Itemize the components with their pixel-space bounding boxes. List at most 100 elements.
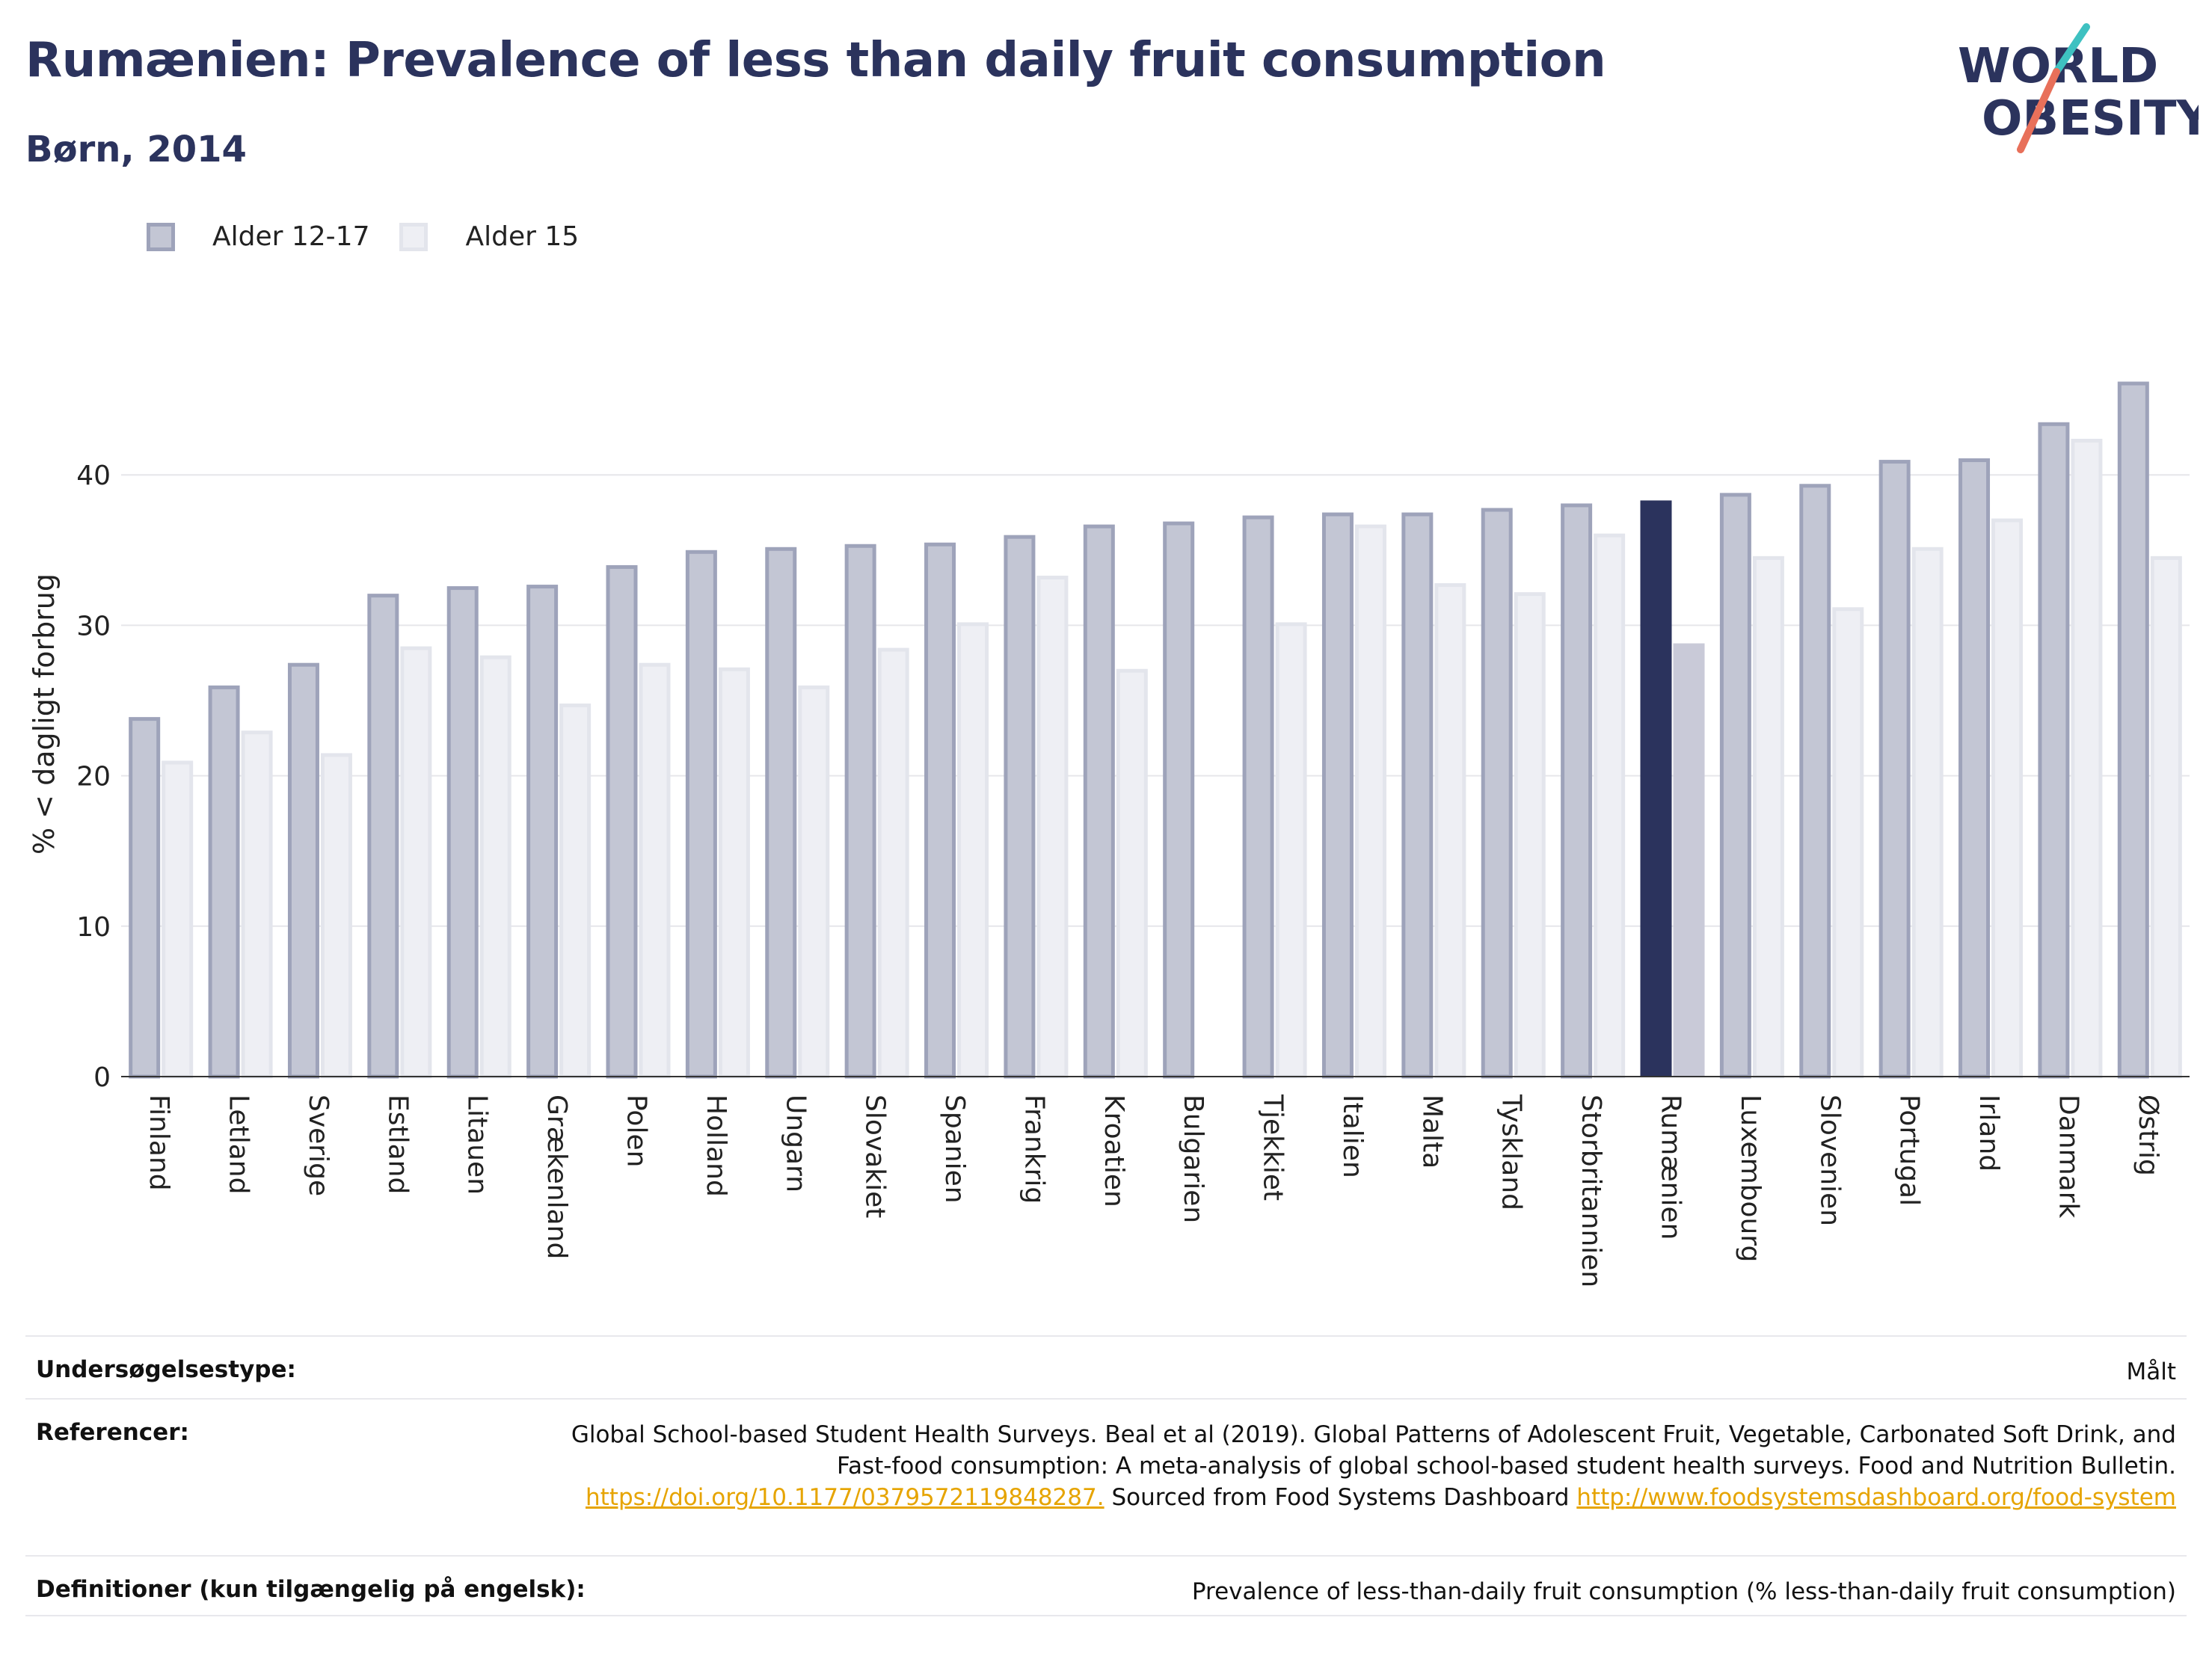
x-tick-label: Østrig [2133, 1095, 2163, 1176]
x-tick-label: Slovenien [1814, 1095, 1845, 1226]
bar-series-a[interactable] [606, 564, 638, 1079]
x-tick-label: Storbritannien [1576, 1095, 1606, 1287]
bar-series-a[interactable] [924, 542, 956, 1079]
bar-series-b[interactable] [718, 667, 750, 1079]
axes: 0 10 20 30 40 Finland Letland Sverige Estland Lit… [76, 461, 2190, 1287]
bar-series-a[interactable] [2117, 381, 2149, 1079]
bar-series-a[interactable] [526, 585, 559, 1079]
bar-series-b[interactable] [1434, 583, 1466, 1079]
bar-series-b[interactable] [1116, 668, 1148, 1079]
bar-series-a[interactable] [1481, 508, 1513, 1079]
references-dashboard-link[interactable]: http://www.foodsystemsdashboard.org/food… [1576, 1484, 2176, 1511]
bar-series-b[interactable] [400, 646, 432, 1079]
bar-series-a[interactable] [1242, 515, 1274, 1079]
y-tick-label: 20 [76, 762, 111, 792]
bar-series-b[interactable] [877, 647, 909, 1079]
bar-series-a[interactable] [2038, 422, 2070, 1079]
bar-series-a[interactable] [765, 547, 797, 1079]
bar-series-b[interactable] [241, 730, 273, 1079]
bar-series-a[interactable] [287, 662, 319, 1079]
x-tick-label: Sverige [303, 1095, 334, 1196]
bar-series-b[interactable] [1514, 592, 1546, 1079]
x-tick-label: Estland [382, 1095, 413, 1194]
references-text: Global School-based Student Health Surve… [571, 1421, 2176, 1480]
logo-word-obesity: OBESITY [1982, 91, 2199, 147]
x-tick-label: Italien [1337, 1095, 1368, 1178]
x-tick-label: Irland [1973, 1095, 2004, 1172]
x-tick-label: Tjekkiet [1258, 1094, 1288, 1201]
bar-series-a[interactable] [1640, 500, 1672, 1077]
bar-series-a[interactable] [1321, 512, 1354, 1079]
references-label: Referencer: [36, 1419, 189, 1446]
bar-series-a[interactable] [1799, 484, 1831, 1079]
x-tick-label: Tyskland [1496, 1094, 1527, 1210]
bar-series-b[interactable] [2150, 555, 2182, 1079]
bar-series-b[interactable] [1991, 518, 2024, 1079]
x-tick-label: Grækenland [541, 1095, 572, 1259]
bar-series-b[interactable] [320, 753, 352, 1079]
logo-slash-coral [2017, 68, 2060, 153]
y-tick-label: 0 [93, 1062, 111, 1093]
legend-item-series-b[interactable]: Alder 15 [399, 221, 579, 252]
bar-series-a[interactable] [129, 717, 161, 1079]
bar-series-b[interactable] [479, 655, 511, 1079]
bar-series-a[interactable] [208, 685, 240, 1079]
bar-series-b[interactable] [1752, 555, 1784, 1079]
x-tick-label: Holland [701, 1095, 731, 1197]
bar-series-b[interactable] [1594, 533, 1626, 1079]
survey-type-value: Målt [2126, 1358, 2176, 1385]
x-tick-label: Danmark [2053, 1095, 2083, 1219]
references-source-text: Sourced from Food Systems Dashboard [1111, 1484, 1570, 1511]
bar-series-a[interactable] [367, 594, 399, 1079]
x-tick-label: Litauen [462, 1095, 493, 1195]
bar-series-a[interactable] [844, 544, 876, 1079]
bar-series-b[interactable] [1354, 524, 1386, 1079]
bar-series-a[interactable] [1163, 521, 1195, 1079]
bar-series-b[interactable] [1911, 547, 1944, 1079]
meta-row-references: Referencer: Global School-based Student … [25, 1398, 2187, 1555]
meta-row-survey-type: Undersøgelsestype: Målt [25, 1335, 2187, 1398]
x-tick-label: Bulgarien [1178, 1095, 1208, 1223]
bar-series-a[interactable] [1004, 535, 1036, 1079]
definitions-value: Prevalence of less-than-daily fruit cons… [1191, 1578, 2176, 1605]
survey-type-label: Undersøgelsestype: [36, 1356, 296, 1383]
bar-series-b[interactable] [1036, 576, 1069, 1079]
meta-row-definitions: Definitioner (kun tilgængelig på engelsk… [25, 1555, 2187, 1616]
definitions-label: Definitioner (kun tilgængelig på engelsk… [36, 1576, 586, 1603]
bar-series-a[interactable] [1958, 458, 1991, 1079]
y-tick-label: 10 [76, 912, 111, 943]
bar-series-a[interactable] [446, 586, 479, 1079]
y-tick-label: 40 [76, 461, 111, 491]
x-tick-label: Kroatien [1099, 1095, 1129, 1207]
legend-item-series-a[interactable]: Alder 12-17 [147, 221, 369, 252]
bar-series-b[interactable] [1832, 607, 1864, 1079]
references-doi-link[interactable]: https://doi.org/10.1177/0379572119848287… [586, 1484, 1105, 1511]
references-value: Global School-based Student Health Surve… [546, 1419, 2176, 1513]
x-tick-label: Luxembourg [1735, 1095, 1766, 1262]
bar-series-a[interactable] [1083, 524, 1115, 1079]
bar-series-a[interactable] [1878, 460, 1911, 1079]
bar-series-b[interactable] [957, 622, 989, 1079]
x-tick-label: Rumænien [1656, 1095, 1686, 1240]
y-tick-label: 30 [76, 611, 111, 641]
bar-series-b[interactable] [1275, 622, 1307, 1079]
bar-series-b[interactable] [798, 685, 830, 1079]
bar-series-a[interactable] [1719, 493, 1751, 1079]
bar-series-b[interactable] [559, 704, 592, 1079]
page-title: Rumænien: Prevalence of less than daily … [25, 33, 1606, 88]
x-tick-label: Finland [144, 1095, 174, 1191]
bar-series-b[interactable] [639, 662, 671, 1079]
bar-series-b[interactable] [162, 760, 194, 1079]
bars [129, 381, 2182, 1079]
bar-series-a[interactable] [1561, 503, 1593, 1079]
legend-label-series-a: Alder 12-17 [212, 221, 370, 252]
x-tick-label: Slovakiet [860, 1095, 891, 1218]
legend: Alder 12-17 Alder 15 [147, 221, 609, 252]
bar-series-b[interactable] [1673, 643, 1705, 1077]
legend-swatch-series-a [147, 222, 175, 251]
bar-series-a[interactable] [685, 550, 717, 1079]
legend-swatch-series-b [399, 222, 428, 251]
bar-series-a[interactable] [1401, 512, 1434, 1079]
bar-series-b[interactable] [2071, 438, 2103, 1079]
x-tick-label: Portugal [1894, 1095, 1925, 1206]
